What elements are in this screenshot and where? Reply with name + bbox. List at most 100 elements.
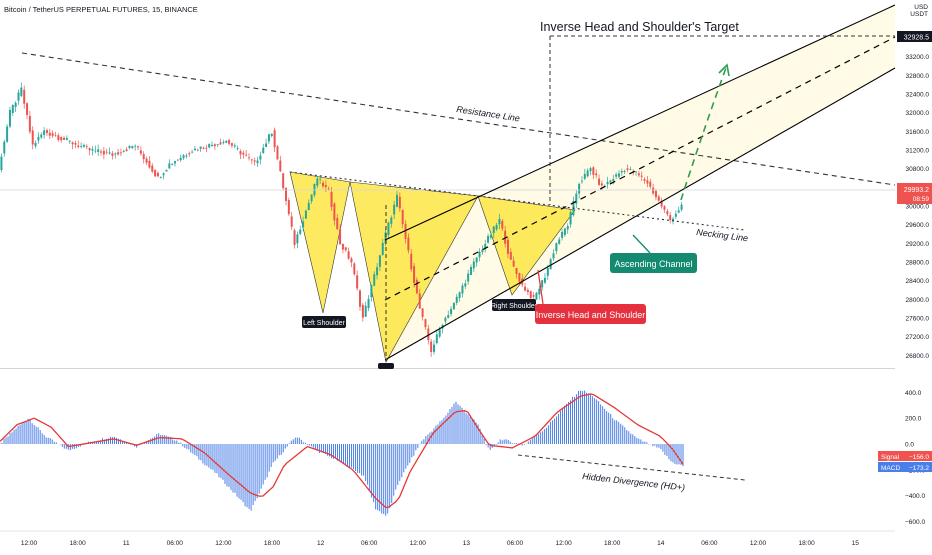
candle: [3, 139, 6, 157]
candle: [122, 149, 125, 153]
candle: [119, 148, 122, 156]
candle: [307, 199, 310, 211]
candle: [504, 225, 507, 248]
signal-badge[interactable]: [878, 451, 932, 461]
candle: [501, 219, 504, 232]
macd-histogram: [0, 390, 684, 516]
candle: [512, 256, 515, 268]
candle: [23, 85, 26, 109]
left-shoulder-label: Left Shoulder: [303, 320, 345, 327]
candle: [14, 101, 17, 112]
candle: [595, 169, 598, 179]
candle: [276, 144, 279, 160]
candle: [45, 128, 48, 136]
necking-line[interactable]: [289, 171, 746, 231]
price-tick-label: 32400.0: [906, 92, 930, 99]
candle: [415, 277, 418, 294]
candle: [228, 138, 231, 146]
candle: [233, 143, 236, 149]
price-tick-label: 28800.0: [906, 260, 930, 267]
candle: [535, 291, 538, 300]
candle: [208, 143, 211, 149]
macd-badge[interactable]: [878, 462, 932, 472]
candle: [293, 228, 296, 249]
candle: [421, 308, 424, 321]
time-tick-label: 18:00: [264, 540, 281, 547]
candle: [256, 156, 259, 167]
candle: [526, 287, 529, 296]
candle: [174, 160, 177, 167]
candle: [350, 256, 353, 268]
price-tick-label: 28000.0: [906, 297, 930, 304]
symbol-title[interactable]: Bitcoin / TetherUS PERPETUAL FUTURES, 15…: [4, 5, 198, 14]
candle: [643, 177, 646, 184]
target-price-badge[interactable]: [897, 31, 932, 42]
candle: [569, 210, 572, 228]
candle: [344, 247, 347, 252]
candle: [205, 144, 208, 153]
channel-lower-line[interactable]: [384, 67, 896, 361]
channel-upper-line[interactable]: [384, 4, 896, 241]
candle: [313, 183, 316, 198]
candle: [250, 158, 253, 165]
candle: [552, 249, 555, 261]
candle: [26, 102, 29, 120]
candle: [583, 168, 586, 181]
last-price-badge[interactable]: [897, 183, 932, 204]
candle: [236, 145, 239, 151]
candle: [125, 146, 128, 152]
candle: [615, 172, 618, 180]
candle: [267, 133, 270, 144]
candle: [586, 168, 589, 178]
macd-tick-label: 200.0: [905, 416, 922, 423]
candle: [85, 144, 88, 150]
candle: [148, 156, 151, 169]
candle: [43, 127, 46, 139]
candle: [390, 215, 393, 228]
candle: [0, 153, 3, 173]
macd-badge-value: −173.2: [909, 465, 929, 472]
candle: [65, 135, 68, 141]
candle: [373, 271, 376, 287]
time-axis-ticks: 12:00 18:00 11 06:00 12:00 18:00 12 06:00 12:00 1…: [21, 540, 859, 547]
time-tick-label: 06:00: [361, 540, 378, 547]
candle: [273, 127, 276, 152]
candle: [191, 149, 194, 154]
candle: [262, 143, 265, 154]
candle: [541, 279, 544, 291]
time-marker[interactable]: [378, 363, 394, 369]
resistance-line[interactable]: [21, 52, 896, 186]
projection-path: [680, 64, 728, 201]
candle: [316, 175, 319, 189]
candle: [395, 190, 398, 208]
hidden-divergence-line[interactable]: [517, 454, 746, 481]
price-tick-label: 31200.0: [906, 148, 930, 155]
channel-callout[interactable]: [610, 253, 697, 273]
candle: [310, 194, 313, 204]
candle: [168, 159, 171, 169]
channel-callout-pointer: [632, 234, 651, 254]
candle: [182, 153, 185, 160]
candle: [242, 150, 245, 159]
candle: [17, 89, 20, 105]
candle: [461, 283, 464, 298]
target-price-text: 32928.5: [904, 35, 929, 42]
ihs-callout[interactable]: [535, 304, 646, 324]
candle: [6, 124, 9, 143]
candle: [239, 149, 242, 160]
time-tick-label: 06:00: [167, 540, 184, 547]
candle: [580, 176, 583, 184]
time-tick-label: 06:00: [507, 540, 524, 547]
target-label: Inverse Head and Shoulder's Target: [540, 20, 739, 34]
right-shoulder-badge: [492, 299, 536, 311]
candle: [139, 146, 142, 156]
candle: [381, 238, 384, 256]
time-tick-label: 11: [123, 540, 130, 547]
candle: [296, 231, 299, 249]
candle: [617, 170, 620, 179]
channel-mid-line[interactable]: [384, 36, 896, 301]
candle: [393, 200, 396, 219]
candle: [455, 294, 458, 306]
candle: [663, 205, 666, 213]
